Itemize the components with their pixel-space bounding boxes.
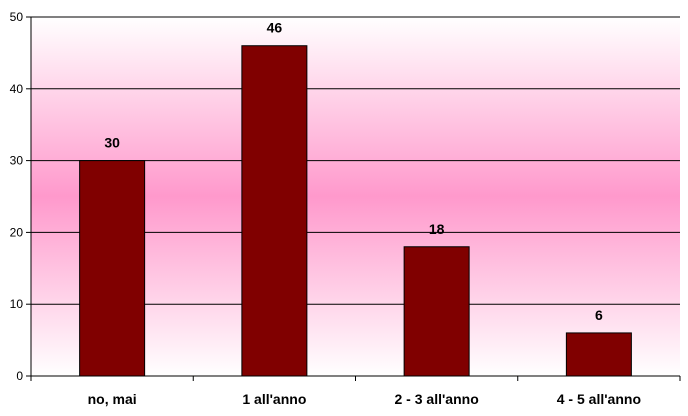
- x-category-label: 4 - 5 all'anno: [557, 391, 641, 407]
- data-label: 6: [595, 307, 603, 323]
- y-tick-label: 20: [10, 225, 24, 239]
- bar: [565, 332, 632, 377]
- data-label: 30: [104, 135, 120, 151]
- y-tick-label: 40: [10, 82, 24, 96]
- bar: [241, 45, 308, 377]
- data-label: 18: [429, 221, 445, 237]
- y-tick-label: 0: [16, 369, 23, 383]
- bar: [403, 246, 470, 377]
- x-category-label: 2 - 3 all'anno: [395, 391, 479, 407]
- data-label: 46: [267, 20, 283, 36]
- axes: [26, 16, 681, 381]
- bars: [79, 45, 632, 377]
- y-tick-label: 30: [10, 154, 24, 168]
- y-tick-label: 50: [10, 10, 24, 24]
- bar: [79, 160, 146, 377]
- x-category-label: 1 all'anno: [242, 391, 306, 407]
- labels: 0 10 20 30 40 50 30 no, mai 46 1 all'anno 18 2 - 3 …: [10, 10, 641, 407]
- y-tick-label: 10: [10, 297, 24, 311]
- x-category-label: no, mai: [88, 391, 137, 407]
